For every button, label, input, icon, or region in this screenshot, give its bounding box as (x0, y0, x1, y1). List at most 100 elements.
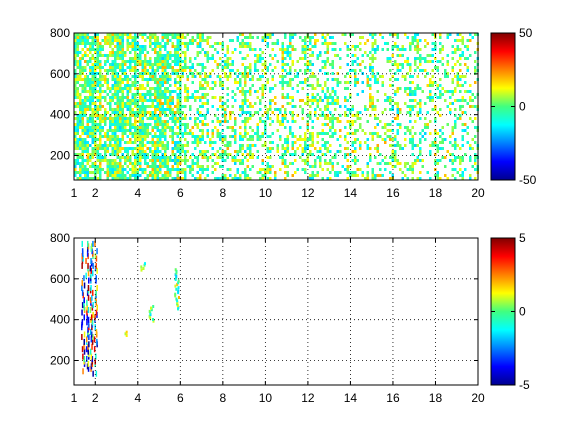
heatmap-cell (264, 39, 267, 42)
heatmap-cell (411, 126, 414, 129)
heatmap-cell (304, 42, 307, 45)
heatmap-cell (241, 135, 244, 138)
heatmap-cell (396, 45, 399, 48)
heatmap-cell (86, 123, 89, 126)
heatmap-cell (91, 162, 94, 165)
heatmap-cell (96, 144, 99, 147)
heatmap-cell (164, 33, 167, 36)
heatmap-cell (409, 120, 412, 123)
heatmap-cell (229, 114, 232, 117)
heatmap-cell (74, 69, 77, 72)
heatmap-cell (109, 129, 112, 132)
heatmap-cell (164, 42, 167, 45)
heatmap-cell (461, 129, 464, 132)
heatmap-cell (309, 63, 312, 66)
heatmap-cell (171, 111, 174, 114)
heatmap-cell (241, 111, 244, 114)
heatmap-cell (474, 168, 477, 171)
heatmap-cell (124, 69, 127, 72)
heatmap-cell (166, 57, 169, 60)
heatmap-cell (224, 102, 227, 105)
colorbar-tick-label: 5 (519, 231, 526, 245)
heatmap-cell (124, 75, 127, 78)
heatmap-cell (424, 39, 427, 42)
heatmap-cell (326, 78, 329, 81)
heatmap-cell (136, 93, 139, 96)
heatmap-cell (459, 39, 462, 42)
heatmap-cell (94, 75, 97, 78)
heatmap-cell (104, 123, 107, 126)
heatmap-cell (389, 135, 392, 138)
heatmap-cell (289, 57, 292, 60)
heatmap-cell (311, 138, 314, 141)
heatmap-cell (164, 87, 167, 90)
heatmap-cell (219, 78, 222, 81)
heatmap-cell (351, 105, 354, 108)
heatmap-cell (374, 108, 377, 111)
heatmap-cell (86, 250, 89, 257)
heatmap-cell (396, 159, 399, 162)
heatmap-cell (331, 96, 334, 99)
heatmap-cell (176, 299, 179, 303)
heatmap-cell (269, 171, 272, 174)
heatmap-cell (454, 87, 457, 90)
heatmap-cell (74, 39, 77, 42)
heatmap-cell (326, 147, 329, 150)
heatmap-cell (151, 150, 154, 153)
x-tick-label: 2 (92, 186, 99, 200)
heatmap-cell (177, 281, 180, 285)
heatmap-cell (309, 177, 312, 180)
heatmap-cell (234, 78, 237, 81)
heatmap-cell (384, 123, 387, 126)
heatmap-cell (319, 84, 322, 87)
heatmap-cell (99, 114, 102, 117)
heatmap-cell (141, 66, 144, 69)
heatmap-cell (179, 117, 182, 120)
heatmap-cell (116, 111, 119, 114)
heatmap-cell (131, 111, 134, 114)
heatmap-cell (156, 42, 159, 45)
heatmap-cell (94, 39, 97, 42)
heatmap-cell (89, 117, 92, 120)
heatmap-cell (114, 111, 117, 114)
heatmap-cell (376, 117, 379, 120)
heatmap-cell (101, 135, 104, 138)
heatmap-cell (129, 162, 132, 165)
heatmap-cell (151, 114, 154, 117)
heatmap-cell (146, 90, 149, 93)
heatmap-cell (336, 171, 339, 174)
heatmap-cell (206, 132, 209, 135)
heatmap-cell (111, 111, 114, 114)
heatmap-cell (134, 48, 137, 51)
heatmap-cell (211, 141, 214, 144)
heatmap-cell (141, 120, 144, 123)
heatmap-cell (249, 87, 252, 90)
heatmap-cell (344, 87, 347, 90)
heatmap-cell (96, 36, 99, 39)
heatmap-cell (95, 289, 97, 296)
heatmap-cell (101, 117, 104, 120)
heatmap-cell (171, 90, 174, 93)
heatmap-cell (74, 135, 77, 138)
heatmap-cell (151, 42, 154, 45)
heatmap-cell (231, 159, 234, 162)
heatmap-cell (284, 138, 287, 141)
heatmap-cell (451, 69, 454, 72)
heatmap-cell (164, 69, 167, 72)
heatmap-cell (419, 87, 422, 90)
heatmap-cell (419, 150, 422, 153)
heatmap-cell (152, 318, 154, 321)
heatmap-cell (304, 150, 307, 153)
heatmap-cell (74, 33, 77, 36)
heatmap-cell (291, 147, 294, 150)
heatmap-cell (196, 36, 199, 39)
heatmap-cell (394, 78, 397, 81)
heatmap-cell (156, 36, 159, 39)
heatmap-cell (121, 165, 124, 168)
heatmap-cell (289, 78, 292, 81)
heatmap-cell (166, 123, 169, 126)
heatmap-cell (116, 93, 119, 96)
heatmap-cell (114, 54, 117, 57)
heatmap-cell (414, 69, 417, 72)
heatmap-cell (121, 48, 124, 51)
